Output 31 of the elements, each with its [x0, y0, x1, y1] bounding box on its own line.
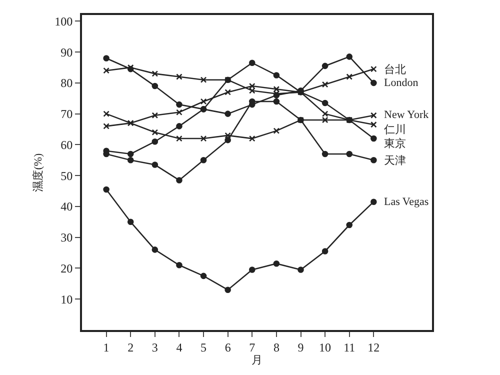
x-tick-label: 2 — [128, 340, 134, 354]
y-tick-label: 80 — [60, 76, 73, 90]
series-label: 東京 — [384, 137, 406, 150]
x-axis-title: 月 — [252, 354, 262, 366]
series-label: 天津 — [384, 154, 406, 167]
y-tick-label: 90 — [60, 45, 73, 60]
x-tick-label: 9 — [298, 340, 304, 354]
y-axis-title: 濕度(%) — [32, 152, 45, 192]
series-label: Las Vegas — [384, 196, 429, 208]
series-label: London — [384, 77, 419, 89]
x-tick-label: 3 — [152, 340, 158, 354]
series-label: 仁川 — [384, 123, 406, 136]
x-tick-label: 6 — [224, 340, 231, 354]
x-tick-label: 11 — [344, 340, 356, 354]
x-tick-label: 7 — [249, 340, 256, 354]
x-tick-label: 4 — [176, 340, 182, 354]
x-tick-label: 12 — [368, 340, 380, 354]
y-tick-label: 50 — [60, 168, 73, 183]
x-tick-label: 10 — [319, 340, 332, 354]
y-tick-label: 40 — [60, 200, 73, 214]
y-tick-label: 30 — [60, 230, 73, 245]
x-tick-label: 1 — [103, 340, 110, 354]
y-tick-label: 100 — [54, 14, 73, 28]
x-tick-label: 5 — [200, 340, 207, 354]
series-label: 台北 — [384, 63, 406, 76]
y-tick-label: 60 — [60, 138, 73, 152]
y-tick-label: 20 — [60, 261, 73, 276]
y-tick-label: 70 — [60, 107, 73, 122]
x-tick-label: 8 — [273, 340, 280, 354]
y-tick-label: 10 — [60, 292, 73, 306]
series-label: New York — [384, 109, 430, 121]
